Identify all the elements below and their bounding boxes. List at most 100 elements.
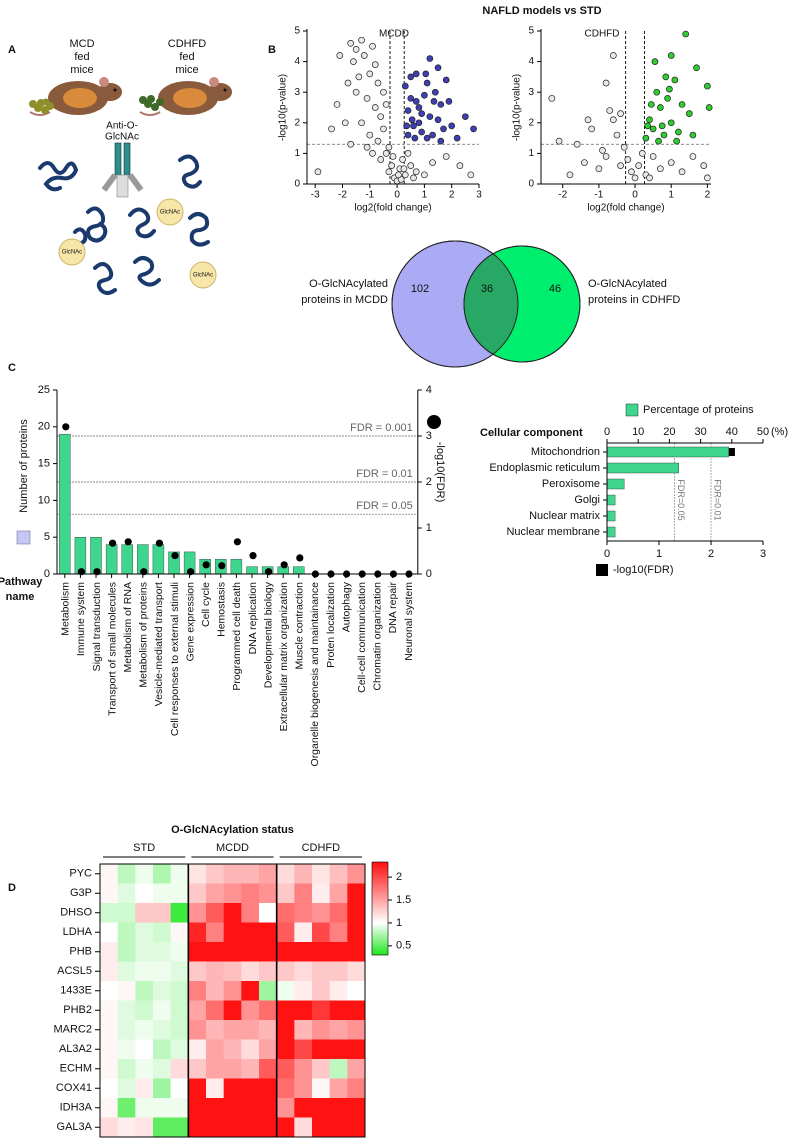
sugar-label: GlcNAc	[62, 250, 82, 256]
heat-cell	[347, 864, 366, 884]
point	[566, 171, 574, 179]
heat-cell	[206, 1039, 224, 1060]
heat-cell	[241, 1078, 260, 1099]
heat-cell	[329, 922, 348, 943]
dot	[218, 562, 226, 570]
point	[423, 79, 431, 87]
legend-swatch	[596, 564, 608, 576]
heat-cell	[153, 1020, 171, 1040]
y-tick-label: 25	[38, 384, 50, 396]
y-tick-label: 5	[294, 26, 300, 37]
dot	[296, 554, 304, 562]
point	[581, 159, 588, 166]
heat-cell	[312, 1078, 330, 1099]
point	[644, 122, 652, 130]
point	[456, 162, 464, 169]
point	[380, 125, 387, 133]
heat-cell	[153, 1078, 171, 1099]
point	[423, 134, 431, 142]
heat-cell	[135, 883, 154, 904]
heat-cell	[117, 961, 136, 982]
point	[400, 165, 408, 173]
heat-cell	[170, 1059, 189, 1079]
venn-outline	[391, 240, 519, 368]
heat-cell	[170, 883, 189, 904]
venn-outline	[463, 245, 581, 363]
x-tick-label: 0	[394, 190, 400, 201]
y-tick-label: 20	[38, 421, 50, 433]
point	[613, 131, 621, 139]
point	[442, 76, 450, 84]
point	[350, 58, 357, 65]
heat-cell	[100, 1078, 118, 1099]
y-tick-label: 0	[294, 179, 300, 190]
heat-cell	[347, 1000, 366, 1021]
heat-cell	[347, 903, 366, 923]
row-label: ECHM	[60, 1063, 92, 1075]
point	[377, 113, 385, 121]
point	[388, 162, 395, 169]
colorbar-tick-label: 0.5	[396, 940, 411, 952]
x-tick-label: 10	[632, 426, 644, 438]
point	[415, 119, 423, 127]
heat-cell	[329, 981, 348, 1001]
point	[404, 107, 412, 114]
y-tick-label: Golgi	[574, 494, 600, 506]
point	[352, 88, 360, 96]
heat-cell	[135, 903, 154, 923]
heat-cell	[188, 1020, 207, 1040]
heat-cell	[259, 903, 277, 923]
x-tick-label: Programmed cell death	[231, 582, 243, 691]
point	[403, 122, 411, 130]
dot	[202, 561, 210, 569]
bar	[606, 526, 616, 538]
heat-cell	[347, 1117, 366, 1138]
x-tick-label: Proten localization	[325, 582, 337, 668]
heat-cell	[170, 864, 189, 884]
point	[426, 55, 434, 62]
heat-cell	[153, 1000, 171, 1021]
heat-cell	[329, 1117, 348, 1138]
point	[649, 125, 657, 133]
heat-cell	[276, 981, 295, 1001]
point	[655, 137, 662, 145]
heat-cell	[223, 1117, 242, 1138]
bar	[606, 462, 679, 474]
dot	[124, 538, 132, 546]
heat-cell	[100, 1020, 118, 1040]
x-tick-label: Vesicle-mediated transport	[153, 582, 165, 706]
heat-cell	[206, 942, 224, 962]
heat-cell	[100, 1059, 118, 1079]
y-axis-label: -log10(p-value)	[512, 74, 523, 141]
heat-cell	[312, 1117, 330, 1138]
heat-cell	[259, 961, 277, 982]
heat-cell	[223, 942, 242, 962]
heat-cell	[329, 903, 348, 923]
bar	[606, 478, 625, 490]
heat-cell	[100, 864, 118, 884]
point	[673, 137, 680, 145]
venn-label: proteins in CDHFD	[588, 294, 680, 306]
heat-cell	[117, 864, 136, 884]
heat-cell	[241, 1117, 260, 1138]
heat-cell	[294, 903, 313, 923]
heat-cell	[223, 1020, 242, 1040]
heat-cell	[135, 942, 154, 962]
heat-cell	[312, 1098, 330, 1118]
point	[638, 150, 646, 157]
heat-cell	[206, 1000, 224, 1021]
fdr-label: FDR = 0.05	[356, 500, 413, 512]
heat-cell	[347, 922, 366, 943]
heat-cell	[329, 1059, 348, 1079]
heat-cell	[312, 1020, 330, 1040]
point	[671, 76, 679, 84]
bar	[59, 433, 71, 575]
heat-cell	[276, 961, 295, 982]
point	[355, 73, 363, 81]
heat-cell	[329, 1039, 348, 1060]
row-label: LDHA	[63, 926, 93, 938]
venn-label: proteins in MCDD	[301, 294, 388, 306]
point	[609, 116, 617, 124]
x-tick-label: -2	[338, 190, 347, 201]
